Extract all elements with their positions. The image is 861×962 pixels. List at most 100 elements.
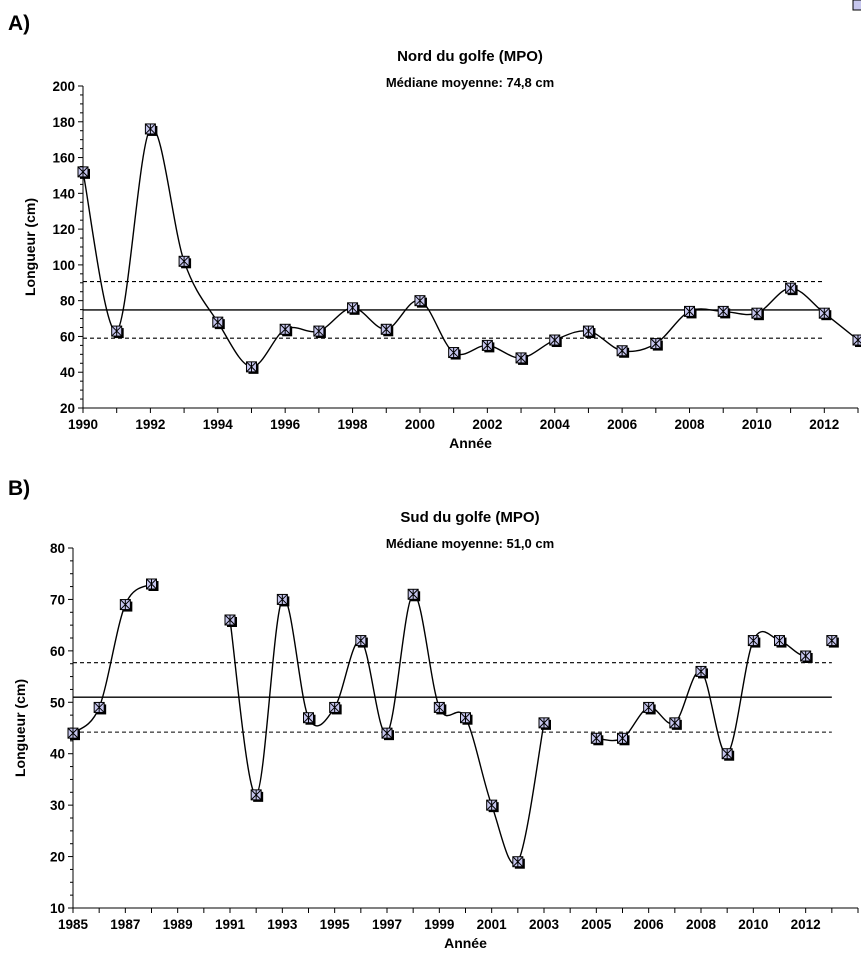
x-tick-label: 1985 [58, 917, 89, 932]
data-point [515, 352, 529, 365]
x-tick-label: 2006 [634, 917, 665, 932]
marker-asterisk [246, 361, 257, 373]
x-axis-label: Année [449, 435, 492, 451]
marker-asterisk [826, 635, 838, 646]
marker-asterisk [329, 702, 341, 713]
marker-asterisk [414, 295, 426, 307]
marker-asterisk [212, 316, 224, 328]
marker-asterisk [695, 666, 707, 677]
y-tick-label: 30 [50, 798, 65, 813]
chart-subtitle: Médiane moyenne: 74,8 cm [386, 75, 554, 90]
marker-asterisk [119, 599, 131, 610]
data-point [111, 325, 124, 339]
x-tick-label: 1999 [424, 917, 454, 932]
marker-asterisk [643, 702, 655, 713]
y-tick-label: 40 [50, 747, 65, 762]
y-tick-label: 60 [50, 644, 65, 659]
marker-asterisk [381, 727, 393, 739]
x-tick-label: 2002 [472, 417, 502, 432]
data-point [774, 635, 787, 648]
marker-asterisk [313, 325, 325, 337]
marker-asterisk [279, 323, 291, 335]
marker-asterisk [852, 334, 861, 346]
x-tick-label: 1990 [68, 417, 98, 432]
x-tick-label: 1997 [372, 917, 402, 932]
marker-asterisk [684, 306, 695, 317]
data-point [582, 325, 596, 339]
data-point [643, 701, 656, 715]
marker-asterisk [751, 307, 763, 319]
x-tick-label: 1991 [215, 917, 246, 932]
data-point [590, 732, 604, 746]
marker-asterisk [717, 306, 729, 317]
x-axis-label: Année [444, 935, 487, 951]
data-point [144, 123, 158, 136]
data-point [852, 334, 861, 348]
x-tick-label: 2000 [405, 417, 435, 432]
marker-asterisk [616, 345, 628, 357]
marker-asterisk [549, 334, 561, 346]
marker-asterisk [617, 732, 628, 744]
data-point [77, 166, 90, 179]
marker-asterisk [276, 594, 288, 605]
data-point [818, 307, 832, 321]
data-point [549, 334, 562, 348]
y-tick-label: 60 [60, 329, 75, 344]
y-tick-label: 200 [52, 79, 75, 94]
y-axis-label: Longueur (cm) [12, 679, 28, 777]
data-point [460, 712, 473, 725]
data-point [669, 717, 682, 730]
y-tick-label: 160 [52, 151, 75, 166]
marker-asterisk [747, 635, 759, 646]
marker-asterisk [77, 166, 89, 178]
data-point [355, 635, 368, 648]
data-point [684, 305, 697, 319]
marker-asterisk [145, 123, 156, 135]
data-point [717, 305, 731, 319]
data-point [276, 593, 290, 607]
marker-asterisk [178, 255, 190, 267]
y-tick-label: 140 [52, 186, 75, 201]
data-point [67, 727, 80, 741]
data-point [747, 635, 761, 648]
data-point [224, 614, 237, 627]
data-point [119, 599, 133, 612]
marker-asterisk [224, 614, 236, 626]
x-tick-label: 2006 [607, 417, 638, 432]
marker-asterisk [538, 717, 550, 729]
data-point [93, 701, 107, 715]
x-tick-label: 2003 [529, 917, 560, 932]
data-point [245, 361, 259, 374]
data-point [481, 339, 495, 353]
y-tick-label: 40 [60, 365, 75, 380]
data-point [279, 323, 293, 337]
data-point [347, 302, 360, 315]
chart-panel-b: B) Sud du golfe (MPO) Médiane moyenne: 51,… [8, 0, 861, 951]
data-point [616, 345, 630, 358]
y-axis-label: Longueur (cm) [22, 198, 38, 296]
y-tick-label: 80 [60, 294, 75, 309]
data-point [512, 856, 525, 869]
data-point [178, 255, 192, 269]
y-tick-label: 80 [50, 541, 65, 556]
marker-asterisk [650, 338, 662, 349]
data-point [303, 712, 316, 725]
marker-asterisk [721, 748, 733, 760]
x-tick-label: 2012 [791, 917, 821, 932]
chart-title: Nord du golfe (MPO) [397, 48, 543, 65]
marker-asterisk [448, 347, 460, 358]
data-point [617, 732, 630, 746]
y-tick-label: 70 [50, 592, 65, 607]
marker-asterisk [512, 856, 524, 868]
data-point [650, 338, 663, 351]
marker-asterisk [146, 578, 157, 590]
x-tick-label: 1989 [163, 917, 193, 932]
x-tick-label: 2012 [809, 417, 839, 432]
y-tick-label: 10 [50, 901, 65, 916]
data-point [433, 701, 447, 715]
chart-subtitle: Médiane moyenne: 51,0 cm [386, 536, 554, 551]
data-point [826, 635, 839, 648]
y-tick-label: 180 [52, 115, 75, 130]
